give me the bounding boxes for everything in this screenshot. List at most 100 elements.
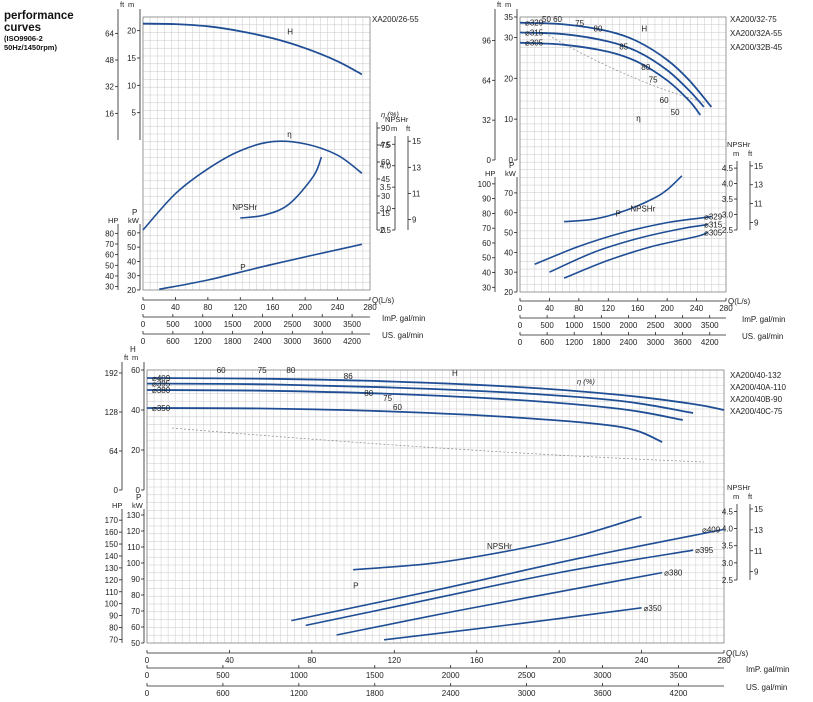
imp-tick-label: 2500 — [518, 671, 536, 680]
head-tick-label-ft: 32 — [105, 83, 114, 92]
imp-tick-label: 1500 — [592, 321, 610, 330]
head-tick-label-ft: 48 — [105, 56, 114, 65]
head-unit-m: m — [128, 0, 134, 9]
power-tick-label-hp: 170 — [105, 516, 119, 525]
head-tick-label-ft: 16 — [105, 109, 114, 118]
head-axis-label: H — [503, 0, 509, 1]
npsh-tick-label-ft: 13 — [754, 181, 763, 190]
head-curve-⌀409 — [146, 377, 725, 411]
npsh-tick-label-ft: 11 — [754, 547, 763, 556]
q-tick-label: 80 — [574, 304, 583, 313]
power-tick-label-kw: 120 — [127, 527, 141, 536]
npsh-axis-header: NPSHr — [385, 115, 409, 124]
q-axis-unit: Q(L/s) — [372, 296, 395, 305]
head-series-label: ⌀380 — [152, 386, 171, 395]
imp-tick-label: 3000 — [313, 320, 331, 329]
q-tick-label: 200 — [298, 303, 312, 312]
power-tick-label-hp: 50 — [482, 254, 491, 263]
model-label: XA200/32-75 — [730, 15, 777, 24]
us-tick-label: 1800 — [592, 338, 610, 347]
head-curve-label: H — [452, 369, 458, 378]
power-tick-label-hp: 60 — [482, 239, 491, 248]
plot-frame — [146, 369, 725, 644]
imp-tick-label: 2500 — [283, 320, 301, 329]
chart-panel-2 — [519, 16, 727, 293]
plot-frame — [142, 16, 371, 291]
q-tick-label: 280 — [719, 304, 733, 313]
head-tick-label-m: 30 — [504, 33, 513, 42]
power-tick-label-kw: 40 — [127, 257, 136, 266]
head-tick-label-ft: 0 — [114, 486, 119, 495]
efficiency-tick-label: 60 — [381, 158, 390, 167]
npsh-tick-label-ft: 11 — [412, 189, 421, 198]
power-tick-label-kw: 100 — [127, 559, 141, 568]
power-tick-label-hp: 120 — [105, 576, 119, 585]
head-curve-⌀395 — [146, 382, 694, 414]
head-curve-⌀315 — [519, 31, 705, 108]
q-tick-label: 120 — [388, 656, 402, 665]
us-tick-label: 1200 — [290, 689, 308, 698]
npsh-tick-label-m: 3.5 — [722, 542, 734, 551]
us-tick-label: 600 — [540, 338, 554, 347]
power-curve-⌀315 — [549, 223, 708, 273]
us-tick-label: 3600 — [313, 337, 331, 346]
us-tick-label: 3600 — [594, 689, 612, 698]
head-curve-⌀305 — [519, 41, 702, 116]
power-unit-hp: HP — [108, 216, 118, 225]
power-axis-label: P — [509, 161, 514, 170]
imp-tick-label: 1500 — [224, 320, 242, 329]
npsh-tick-label-ft: 15 — [754, 162, 763, 171]
power-series-label: ⌀329 — [704, 213, 723, 222]
npsh-axis-header: NPSHr — [727, 483, 751, 492]
npsh-axis-header: NPSHr — [727, 140, 751, 149]
efficiency-isoline-label: 80 — [641, 63, 650, 72]
imp-tick-label: 1500 — [366, 671, 384, 680]
power-tick-label-kw: 50 — [127, 243, 136, 252]
npsh-tick-label-m: 3.5 — [722, 195, 734, 204]
head-tick-label-ft: 192 — [105, 369, 119, 378]
q-tick-label: 280 — [717, 656, 731, 665]
head-tick-label-m: 10 — [504, 115, 513, 124]
efficiency-isoline-label: 50 — [671, 108, 680, 117]
head-axis-label: H — [130, 345, 136, 354]
npsh-unit-ft: ft — [748, 149, 753, 158]
power-tick-label-hp: 110 — [105, 588, 118, 597]
head-tick-label-m: 20 — [127, 27, 136, 36]
imp-tick-label: 3000 — [674, 321, 692, 330]
efficiency-isoline-label: 60 — [217, 366, 226, 375]
efficiency-isoline-label: 60 — [393, 403, 402, 412]
npsh-tick-label-ft: 13 — [754, 526, 763, 535]
power-unit-hp: HP — [112, 501, 122, 510]
head-series-label: ⌀395 — [152, 380, 171, 389]
head-tick-label-ft: 32 — [482, 116, 491, 125]
npsh-tick-label-m: 4.5 — [722, 164, 734, 173]
power-tick-label-kw: 50 — [131, 639, 140, 648]
power-unit-hp: HP — [485, 169, 495, 178]
efficiency-isoline — [544, 33, 707, 104]
us-tick-label: 3000 — [518, 689, 536, 698]
q-tick-label: 240 — [635, 656, 649, 665]
power-curve-⌀380 — [336, 571, 663, 636]
q-tick-label: 120 — [234, 303, 248, 312]
head-tick-label-ft: 64 — [109, 447, 118, 456]
grid-3 — [146, 369, 725, 644]
q-tick-label: 160 — [470, 656, 484, 665]
us-tick-label: 1800 — [366, 689, 384, 698]
power-tick-label-kw: 40 — [504, 248, 513, 257]
npsh-unit-m: m — [733, 149, 739, 158]
efficiency-tick-label: 0 — [381, 226, 386, 235]
npsh-unit-ft: ft — [748, 492, 753, 501]
head-tick-label-m: 40 — [131, 406, 140, 415]
q-axis-unit: Q(L/s) — [726, 649, 749, 658]
npsh-tick-label-m: 3.0 — [380, 205, 392, 214]
head-tick-label-m: 0 — [136, 486, 141, 495]
imp-tick-label: 1000 — [194, 320, 212, 329]
imp-tick-label: 500 — [540, 321, 554, 330]
power-tick-label-hp: 60 — [105, 251, 114, 260]
power-tick-label-kw: 110 — [127, 543, 140, 552]
npsh-unit-ft: ft — [406, 124, 411, 133]
power-curve-⌀329 — [534, 215, 712, 266]
efficiency-isolines — [544, 33, 707, 104]
imp-tick-label: 1000 — [290, 671, 308, 680]
